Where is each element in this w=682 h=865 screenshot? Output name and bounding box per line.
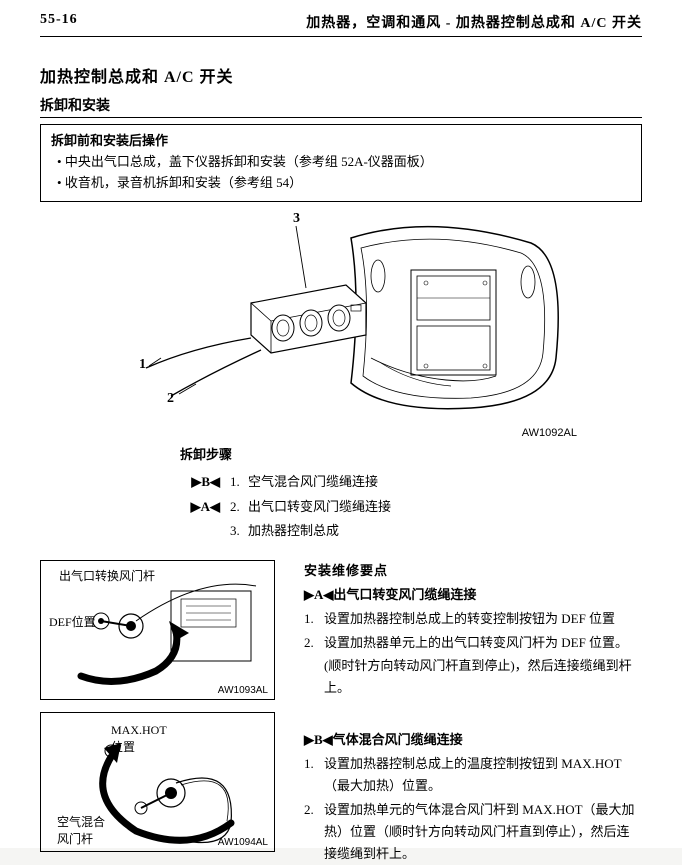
label-pos-a: DEF位置: [49, 613, 96, 630]
main-title: 加热控制总成和 A/C 开关: [40, 63, 642, 87]
step-tag: ▶B◀: [180, 470, 230, 495]
para-text: 设置加热器单元上的出气口转变风门杆为 DEF 位置。(顺时针方向转动风门杆直到停…: [324, 632, 642, 698]
step-row: 3. 加热器控制总成: [180, 519, 642, 544]
figure-code-b: AW1094AL: [218, 837, 268, 848]
para: 1. 设置加热器控制总成上的温度控制按钮到 MAX.HOT（最大加热）位置。: [304, 753, 642, 797]
callout-2: 2: [167, 391, 174, 406]
step-row: ▶B◀ 1. 空气混合风门缆绳连接: [180, 470, 642, 495]
para: 1. 设置加热器控制总成上的转变控制按钮为 DEF 位置: [304, 608, 642, 630]
step-num: 1.: [230, 470, 248, 495]
figure-code: AW1092AL: [101, 427, 581, 439]
operation-box: 拆卸前和安装后操作 • 中央出气口总成，盖下仪器拆卸和安装（参考组 52A-仪器…: [40, 124, 642, 202]
step-num: 2.: [230, 495, 248, 520]
para-text: 设置加热单元的气体混合风门杆到 MAX.HOT（最大加热）位置（顺时针方向转动风…: [324, 799, 642, 865]
service-points-column: 安装维修要点 ▶A◀出气口转变风门缆绳连接 1. 设置加热器控制总成上的转变控制…: [304, 560, 642, 865]
label-lever-a: 出气口转换风门杆: [59, 567, 155, 584]
small-figures-column: 出气口转换风门杆 DEF位置 AW1093AL: [40, 560, 290, 865]
section-a-head: ▶A◀出气口转变风门缆绳连接: [304, 584, 642, 606]
page-number: 55-16: [40, 12, 78, 32]
step-text: 空气混合风门缆绳连接: [248, 470, 378, 495]
para-text: 设置加热器控制总成上的转变控制按钮为 DEF 位置: [324, 608, 642, 630]
step-num: 3.: [230, 519, 248, 544]
chapter-title: 加热器，空调和通风 - 加热器控制总成和 A/C 开关: [306, 12, 642, 32]
step-text: 出气口转变风门缆绳连接: [248, 495, 391, 520]
para-num: 1.: [304, 753, 324, 797]
manual-page: 55-16 加热器，空调和通风 - 加热器控制总成和 A/C 开关 加热控制总成…: [0, 0, 682, 848]
step-row: ▶A◀ 2. 出气口转变风门缆绳连接: [180, 495, 642, 520]
operation-item: • 收音机，录音机拆卸和安装（参考组 54）: [51, 173, 631, 194]
para: 2. 设置加热器单元上的出气口转变风门杆为 DEF 位置。(顺时针方向转动风门杆…: [304, 632, 642, 698]
diagram-svg: 3 1 2: [101, 208, 581, 423]
para-num: 1.: [304, 608, 324, 630]
para-num: 2.: [304, 799, 324, 865]
callout-3: 3: [293, 211, 300, 226]
step-text: 加热器控制总成: [248, 519, 339, 544]
figure-code-a: AW1093AL: [218, 685, 268, 696]
para-num: 2.: [304, 632, 324, 698]
lower-section: 出气口转换风门杆 DEF位置 AW1093AL: [40, 560, 642, 865]
label-pos-b: MAX.HOT 位置: [111, 723, 167, 755]
step-tag: ▶A◀: [180, 495, 230, 520]
removal-steps-title: 拆卸步骤: [180, 443, 642, 468]
removal-steps: 拆卸步骤 ▶B◀ 1. 空气混合风门缆绳连接 ▶A◀ 2. 出气口转变风门缆绳连…: [180, 443, 642, 544]
main-figure: 3 1 2 AW1092AL: [40, 208, 642, 439]
operation-box-title: 拆卸前和安装后操作: [51, 131, 631, 152]
para: 2. 设置加热单元的气体混合风门杆到 MAX.HOT（最大加热）位置（顺时针方向…: [304, 799, 642, 865]
small-figure-a: 出气口转换风门杆 DEF位置 AW1093AL: [40, 560, 275, 700]
page-header: 55-16 加热器，空调和通风 - 加热器控制总成和 A/C 开关: [40, 0, 642, 37]
callout-1: 1: [139, 357, 146, 372]
para-text: 设置加热器控制总成上的温度控制按钮到 MAX.HOT（最大加热）位置。: [324, 753, 642, 797]
small-figure-b: MAX.HOT 位置 空气混合 风门杆 AW1094AL: [40, 712, 275, 852]
sub-title: 拆卸和安装: [40, 95, 642, 118]
operation-item: • 中央出气口总成，盖下仪器拆卸和安装（参考组 52A-仪器面板）: [51, 152, 631, 173]
section-b-head: ▶B◀气体混合风门缆绳连接: [304, 729, 642, 751]
service-points-title: 安装维修要点: [304, 560, 642, 582]
label-lever-b: 空气混合 风门杆: [57, 813, 105, 847]
